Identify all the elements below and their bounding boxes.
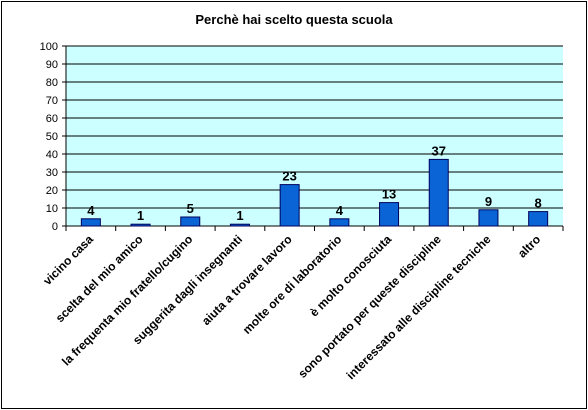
bar <box>229 223 250 227</box>
bar <box>478 209 499 227</box>
data-label: 1 <box>137 208 144 223</box>
data-label: 1 <box>236 208 243 223</box>
data-label: 8 <box>535 196 542 211</box>
x-category-label: altro <box>515 232 543 260</box>
y-tick-label: 70 <box>46 95 58 107</box>
data-label: 13 <box>382 187 396 202</box>
y-tick-label: 0 <box>52 221 58 233</box>
bar <box>130 223 151 227</box>
y-tick-label: 90 <box>46 59 58 71</box>
y-tick-label: 80 <box>46 77 58 89</box>
data-label: 23 <box>282 169 296 184</box>
x-category-label: molte ore di laboratorio <box>240 232 345 337</box>
data-label: 9 <box>485 194 492 209</box>
y-tick-label: 10 <box>46 203 58 215</box>
chart-title: Perchè hai scelto questa scuola <box>195 12 393 27</box>
y-tick-label: 100 <box>40 41 58 53</box>
y-tick-label: 20 <box>46 185 58 197</box>
bar <box>80 218 101 227</box>
bar <box>180 216 201 227</box>
bar <box>528 211 549 227</box>
bar <box>279 184 300 227</box>
bar <box>379 202 400 227</box>
data-label: 4 <box>336 203 344 218</box>
data-label: 5 <box>187 201 194 216</box>
data-label: 37 <box>432 143 446 158</box>
y-tick-label: 30 <box>46 167 58 179</box>
bar <box>329 218 350 227</box>
bar <box>428 158 449 227</box>
y-tick-label: 50 <box>46 131 58 143</box>
x-category-label: scelta del mio amico <box>53 232 146 325</box>
y-tick-label: 60 <box>46 113 58 125</box>
data-label: 4 <box>87 203 95 218</box>
y-tick-label: 40 <box>46 149 58 161</box>
x-category-label: aiuta a trovare lavoro <box>199 232 295 328</box>
x-category-label: è molto conosciuta <box>307 232 394 319</box>
